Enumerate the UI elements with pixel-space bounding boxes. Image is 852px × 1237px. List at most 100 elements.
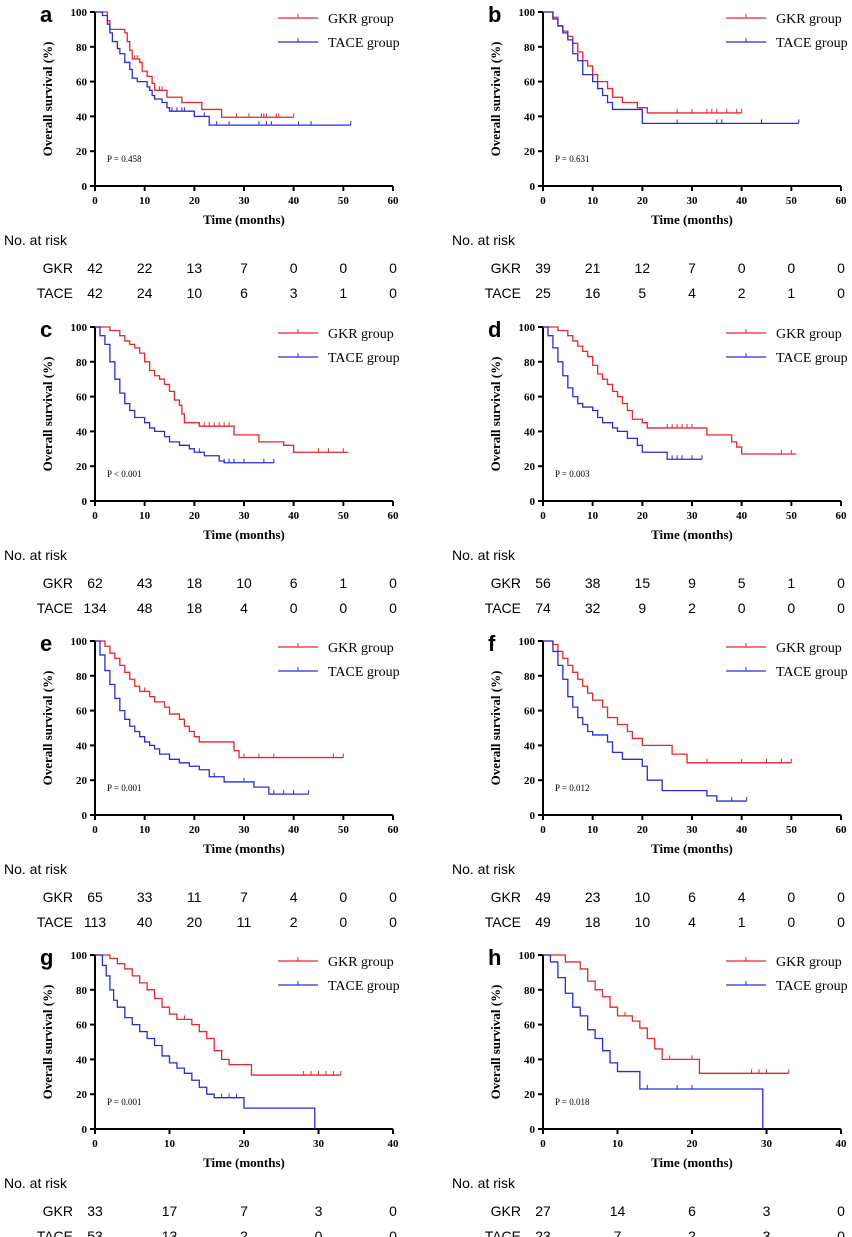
x-tick-label: 40 [288, 824, 300, 836]
x-tick-label: 30 [761, 1138, 773, 1150]
y-tick-label: 100 [519, 7, 536, 19]
risk-count: 10 [635, 889, 651, 905]
x-tick-label: 0 [540, 510, 546, 522]
risk-count: 24 [137, 285, 153, 301]
risk-count: 0 [837, 260, 845, 276]
survival-curve [95, 954, 316, 1129]
risk-count: 1 [339, 285, 347, 301]
risk-table-title: No. at risk [4, 1175, 68, 1191]
risk-row-label: TACE [485, 914, 521, 930]
risk-count: 10 [635, 914, 651, 930]
risk-count: 0 [837, 575, 845, 591]
x-tick-label: 60 [388, 824, 400, 836]
tace-survival-series [543, 954, 764, 1129]
survival-curve [543, 640, 792, 764]
x-axis-label: Time (months) [203, 841, 285, 856]
x-axis-label: Time (months) [651, 1155, 733, 1170]
risk-count: 17 [162, 1203, 178, 1219]
y-tick-label: 100 [71, 950, 88, 962]
legend-tace: TACE group [278, 351, 400, 366]
risk-count: 6 [688, 889, 696, 905]
risk-count: 4 [240, 600, 248, 616]
y-axis-label: Overall survival (%) [40, 985, 55, 1100]
legend-gkr: GKR group [726, 327, 842, 342]
x-tick-label: 0 [92, 824, 98, 836]
x-tick-label: 50 [338, 824, 350, 836]
y-tick-label: 100 [71, 322, 88, 334]
y-tick-label: 20 [76, 146, 88, 158]
x-tick-label: 0 [540, 824, 546, 836]
x-tick-label: 50 [786, 195, 798, 207]
legend-label: TACE group [776, 351, 848, 366]
y-tick-label: 60 [76, 1020, 88, 1032]
legend-label: TACE group [776, 665, 848, 680]
y-tick-label: 100 [519, 636, 536, 648]
risk-row-label: TACE [37, 285, 73, 301]
survival-curve [543, 954, 789, 1074]
risk-row-label: GKR [43, 260, 73, 276]
y-tick-label: 20 [76, 775, 88, 787]
x-tick-label: 10 [139, 510, 151, 522]
y-axis-label: Overall survival (%) [488, 42, 503, 157]
x-tick-label: 20 [687, 1138, 699, 1150]
risk-table-title: No. at risk [452, 232, 516, 248]
risk-count: 4 [738, 889, 746, 905]
y-tick-label: 20 [524, 1089, 536, 1101]
risk-table-title: No. at risk [4, 861, 68, 877]
legend-tace: TACE group [278, 665, 400, 680]
legend-label: TACE group [776, 979, 848, 994]
risk-count: 62 [87, 575, 103, 591]
y-tick-label: 80 [524, 985, 536, 997]
x-tick-label: 30 [687, 195, 699, 207]
risk-count: 0 [837, 914, 845, 930]
risk-count: 3 [763, 1228, 771, 1237]
gkr-survival-series [95, 640, 344, 759]
y-tick-label: 100 [71, 636, 88, 648]
risk-count: 11 [237, 914, 252, 930]
x-tick-label: 20 [189, 510, 201, 522]
risk-count: 39 [535, 260, 551, 276]
survival-curve [95, 640, 344, 759]
y-tick-label: 0 [530, 810, 536, 822]
risk-count: 0 [787, 260, 795, 276]
x-tick-label: 60 [836, 510, 848, 522]
x-tick-label: 20 [637, 824, 649, 836]
risk-row-label: TACE [37, 600, 73, 616]
gkr-survival-series [95, 326, 349, 453]
risk-count: 23 [585, 889, 601, 905]
x-tick-label: 10 [139, 195, 151, 207]
tace-survival-series [543, 11, 800, 125]
risk-count: 27 [535, 1203, 551, 1219]
risk-count: 0 [389, 285, 397, 301]
legend-gkr: GKR group [726, 12, 842, 27]
survival-curve [543, 326, 702, 460]
risk-row-label: TACE [485, 600, 521, 616]
risk-count: 18 [187, 575, 203, 591]
x-axis-label: Time (months) [203, 212, 285, 227]
risk-table-title: No. at risk [452, 1175, 516, 1191]
risk-row-label: TACE [37, 914, 73, 930]
risk-count: 0 [738, 260, 746, 276]
x-tick-label: 0 [92, 1138, 98, 1150]
x-axis-label: Time (months) [651, 527, 733, 542]
y-tick-label: 20 [524, 775, 536, 787]
risk-count: 1 [787, 575, 795, 591]
risk-table-title: No. at risk [452, 861, 516, 877]
risk-count: 74 [535, 600, 551, 616]
risk-count: 0 [339, 889, 347, 905]
legend-label: GKR group [776, 327, 842, 342]
x-tick-label: 60 [836, 195, 848, 207]
legend-label: GKR group [776, 12, 842, 27]
risk-count: 4 [688, 914, 696, 930]
y-tick-label: 0 [82, 1124, 88, 1136]
gkr-survival-series [543, 11, 743, 114]
y-tick-label: 60 [524, 1020, 536, 1032]
risk-count: 33 [87, 1203, 103, 1219]
panel-letter: h [488, 945, 501, 970]
risk-count: 7 [240, 1203, 248, 1219]
panel-letter: a [40, 2, 53, 27]
